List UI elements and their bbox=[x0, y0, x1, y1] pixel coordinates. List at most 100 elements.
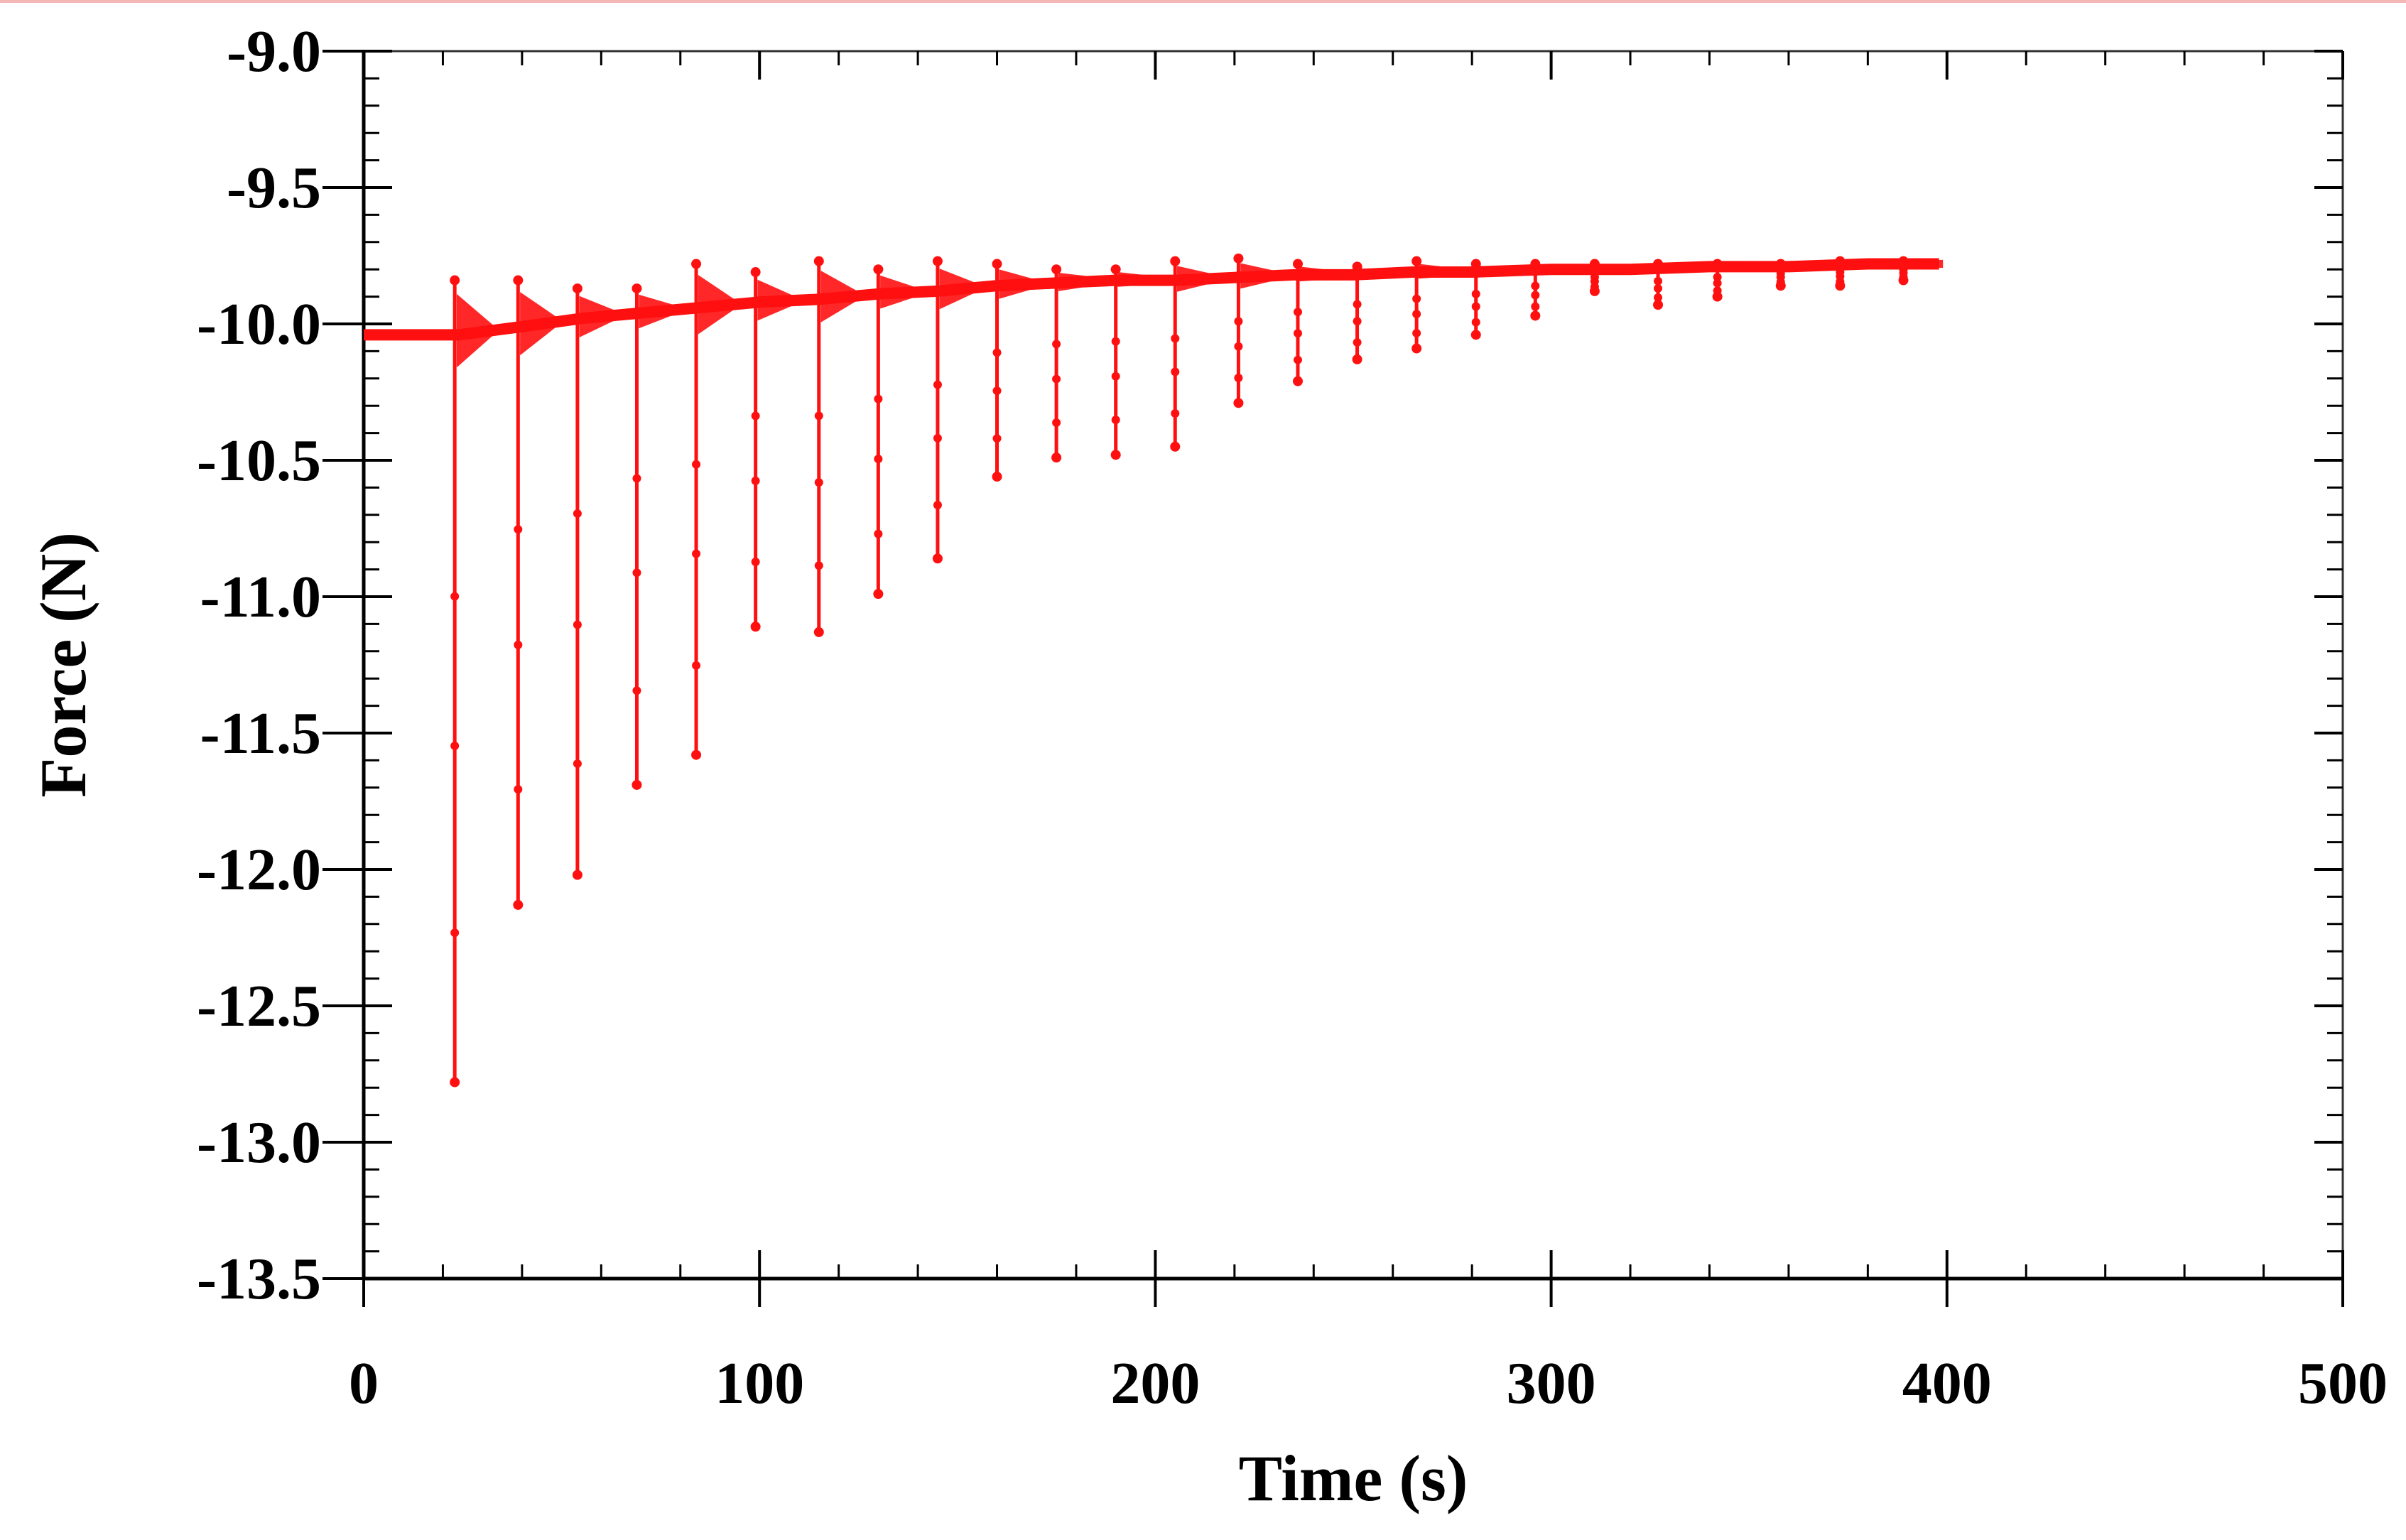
spike-trough-marker bbox=[1352, 354, 1362, 364]
spike-trough-marker bbox=[1653, 300, 1664, 310]
x-tick-label: 500 bbox=[2298, 1350, 2388, 1416]
spike-data-marker bbox=[1776, 277, 1785, 286]
oscillation-band bbox=[1782, 261, 1821, 270]
spike-data-marker bbox=[1471, 302, 1480, 311]
spike-peak-marker bbox=[1170, 256, 1181, 266]
y-tick-label: -11.0 bbox=[200, 564, 321, 630]
spike-trough-marker bbox=[450, 1077, 460, 1088]
spike-data-marker bbox=[1654, 276, 1663, 286]
spike-data-marker bbox=[1412, 294, 1421, 303]
oscillation-band bbox=[880, 275, 918, 309]
spike-data-marker bbox=[1052, 340, 1061, 349]
oscillation-band bbox=[1905, 259, 1944, 269]
spike-data-marker bbox=[1471, 318, 1480, 327]
spike-data-marker bbox=[933, 500, 942, 509]
spike-data-marker bbox=[573, 620, 582, 629]
oscillation-band bbox=[1842, 259, 1880, 269]
oscillation-band bbox=[939, 269, 977, 310]
spike-data-marker bbox=[874, 529, 883, 538]
spike-data-marker bbox=[514, 785, 523, 794]
y-tick-labels: -9.0 -9.5 -10.0 -10.5 -11.0 -11.5 -12.0 -12.5 -1… bbox=[197, 18, 321, 1312]
spike-data-marker bbox=[933, 433, 942, 443]
oscillation-band bbox=[639, 294, 677, 329]
spike-data-marker bbox=[992, 348, 1002, 357]
spike-data-marker bbox=[514, 525, 523, 534]
spike-data-marker bbox=[692, 460, 701, 469]
spike-data-marker bbox=[1353, 300, 1362, 309]
spike-data-marker bbox=[692, 661, 701, 670]
spike-peak-marker bbox=[513, 275, 524, 286]
spike-trough-marker bbox=[1170, 441, 1181, 452]
x-axis-title: Time (s) bbox=[1239, 1442, 1468, 1514]
spike-trough-marker bbox=[1712, 291, 1723, 302]
oscillation-band bbox=[1478, 266, 1516, 277]
spike-peak-marker bbox=[572, 283, 582, 294]
spike-data-marker bbox=[632, 474, 641, 483]
spike-data-marker bbox=[1353, 338, 1362, 347]
spike-data-marker bbox=[814, 411, 823, 421]
y-tick-label: -9.5 bbox=[227, 155, 321, 221]
spike-peak-marker bbox=[1051, 264, 1062, 275]
spike-data-marker bbox=[1353, 317, 1362, 326]
spike-data-marker bbox=[1171, 408, 1180, 418]
spike-trough-marker bbox=[1530, 310, 1541, 321]
spike-trough-marker bbox=[932, 553, 943, 564]
spike-peak-marker bbox=[932, 256, 943, 266]
spike-trough-marker bbox=[873, 589, 884, 600]
oscillation-band bbox=[698, 275, 736, 335]
spike-data-marker bbox=[933, 380, 942, 389]
spike-data-marker bbox=[1111, 416, 1120, 425]
series-layer bbox=[364, 253, 1944, 1088]
spike-data-marker bbox=[514, 640, 523, 649]
spike-data-marker bbox=[573, 509, 582, 518]
y-tick-label: -10.0 bbox=[197, 291, 321, 357]
spike-data-marker bbox=[1171, 334, 1180, 343]
spike-trough-marker bbox=[513, 899, 524, 910]
y-tick-label: -10.5 bbox=[197, 428, 321, 494]
spike-data-marker bbox=[1234, 342, 1243, 351]
spike-data-marker bbox=[1293, 308, 1302, 317]
spike-data-marker bbox=[1412, 329, 1421, 338]
major-ticks bbox=[323, 50, 2344, 1307]
y-tick-label: -12.5 bbox=[197, 973, 321, 1039]
spike-peak-marker bbox=[450, 275, 460, 286]
spike-peak-marker bbox=[691, 259, 702, 269]
spike-data-marker bbox=[1234, 317, 1243, 326]
spike-data-marker bbox=[751, 411, 760, 421]
spike-data-marker bbox=[1531, 302, 1540, 311]
spike-trough-marker bbox=[1051, 452, 1062, 463]
oscillation-band bbox=[1359, 269, 1397, 280]
spike-data-marker bbox=[1531, 291, 1540, 300]
spike-data-marker bbox=[632, 568, 641, 578]
spike-data-marker bbox=[1471, 289, 1480, 298]
oscillation-band bbox=[1117, 272, 1156, 287]
spike-data-marker bbox=[1590, 282, 1599, 291]
spike-peak-marker bbox=[873, 264, 884, 275]
oscillation-band bbox=[1596, 265, 1635, 273]
spike-data-marker bbox=[1111, 372, 1120, 381]
oscillation-band bbox=[579, 295, 617, 337]
oscillation-band bbox=[520, 292, 558, 356]
spike-data-marker bbox=[751, 476, 760, 485]
spike-trough-marker bbox=[750, 622, 761, 632]
minor-ticks bbox=[362, 50, 2344, 1280]
y-axis-title: Force (N) bbox=[27, 532, 99, 798]
spike-data-marker bbox=[1052, 418, 1061, 428]
spike-data-marker bbox=[692, 549, 701, 558]
spike-peak-marker bbox=[1110, 264, 1121, 275]
y-tick-label: -9.0 bbox=[227, 18, 321, 85]
spike-trough-marker bbox=[572, 869, 582, 880]
spike-data-marker bbox=[1899, 272, 1908, 281]
spike-trough-marker bbox=[813, 627, 824, 637]
y-tick-label: -11.5 bbox=[200, 700, 321, 766]
oscillation-band bbox=[757, 279, 796, 321]
spike-trough-marker bbox=[691, 749, 702, 760]
spike-peak-marker bbox=[813, 256, 824, 266]
spike-trough-marker bbox=[1470, 330, 1481, 340]
spike-trough-marker bbox=[1411, 343, 1422, 354]
spike-peak-marker bbox=[992, 259, 1002, 269]
spike-trough-marker bbox=[1233, 398, 1244, 408]
oscillation-band bbox=[1537, 265, 1575, 273]
spike-data-marker bbox=[1171, 367, 1180, 376]
spike-peak-marker bbox=[750, 267, 761, 278]
